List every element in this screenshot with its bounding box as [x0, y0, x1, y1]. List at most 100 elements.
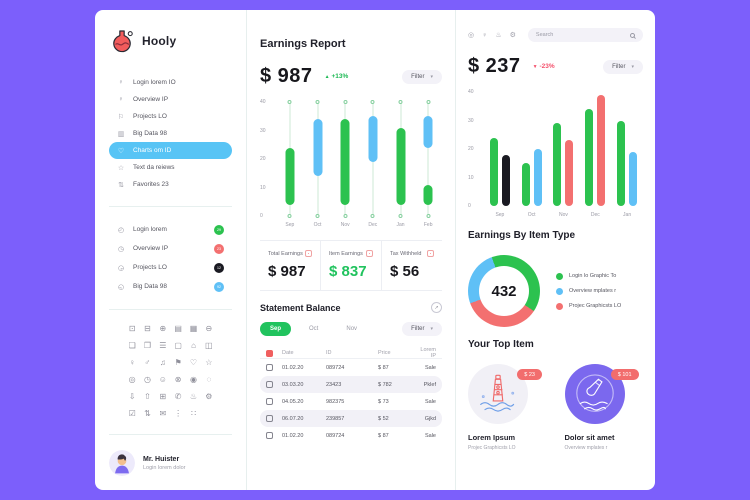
sidebar-item-big-data-98[interactable]: ▥ Big Data 98: [109, 125, 232, 142]
cancel-icon[interactable]: ⊗: [174, 375, 182, 384]
printer-icon[interactable]: ⊞: [159, 392, 167, 401]
bell-icon[interactable]: ♨: [189, 392, 198, 401]
search-icon[interactable]: [630, 32, 635, 38]
stats-item-overview-ip[interactable]: ◷ Overview IP 23: [109, 239, 232, 258]
table-row[interactable]: 04.05.20 982375 $ 73 Sale: [260, 393, 442, 410]
cell-date: 01.02.20: [282, 364, 304, 371]
sidebar-item-overview-ip[interactable]: ♀ Overview IP: [109, 91, 232, 108]
bar-group-sep: [484, 92, 516, 206]
star-icon[interactable]: ☆: [205, 358, 213, 367]
arrow-up-icon: ▲: [324, 73, 330, 80]
briefcase-icon[interactable]: ◫: [205, 341, 213, 350]
folder-icon[interactable]: ▢: [174, 341, 182, 350]
calendar-icon[interactable]: ▤: [174, 324, 182, 333]
user-profile[interactable]: Mr. Huister Login lorem dolor: [109, 450, 232, 476]
arrow-down-icon: ▼: [532, 63, 538, 70]
gear-icon[interactable]: ⚙: [509, 31, 516, 39]
chevron-down-icon: ▾: [430, 326, 433, 332]
cell-price: $ 87: [378, 364, 389, 371]
donut-legend: Login lo Graphic To Overview mplates r Pro…: [556, 265, 621, 318]
cell-status: Sale: [424, 432, 436, 439]
stats-item-big-data-98[interactable]: ◵ Big Data 98 92: [109, 277, 232, 296]
statement-filter-button[interactable]: Filter ▾: [402, 322, 442, 336]
pin-icon[interactable]: ◎: [128, 375, 136, 384]
bar: [629, 151, 638, 206]
calendar-icon[interactable]: [266, 364, 273, 371]
user-remove-icon[interactable]: ♀: [129, 358, 136, 367]
sidebar-item-text-da-reiews[interactable]: ☆ Text da reiews: [109, 159, 232, 176]
phone-icon[interactable]: ✆: [174, 392, 182, 401]
candle-bar: [313, 119, 322, 177]
lightbulb-icon[interactable]: ♀: [482, 31, 488, 39]
download-icon[interactable]: ⇩: [128, 392, 136, 401]
calendar-icon[interactable]: [266, 432, 273, 439]
legend-item: Login lo Graphic To: [556, 272, 621, 280]
sidebar-item-charts-om-id[interactable]: ♡ Charts om ID: [109, 142, 232, 159]
pin-icon[interactable]: ◎: [468, 31, 475, 39]
table-row[interactable]: 01.02.20 089724 $ 87 Sale: [260, 359, 442, 376]
sidebar-item-projects-lo[interactable]: ⚐ Projects LO: [109, 108, 232, 125]
calendar-icon[interactable]: [266, 398, 273, 405]
right-filter-button[interactable]: Filter ▾: [603, 59, 643, 74]
table-row[interactable]: 03.03.20 23423 $ 782 Pklef: [260, 376, 442, 393]
bell-icon[interactable]: ♨: [495, 31, 502, 39]
bar-group-jan: [611, 92, 643, 206]
globe-icon[interactable]: ◉: [190, 375, 197, 384]
search-input[interactable]: [535, 32, 630, 38]
heart-icon[interactable]: ♡: [189, 358, 198, 367]
more-vertical-icon[interactable]: ⋮: [174, 409, 183, 418]
smiley-icon[interactable]: ☺: [158, 375, 167, 384]
tab-oct[interactable]: Oct: [299, 322, 328, 336]
gear-icon[interactable]: ⚙: [205, 392, 213, 401]
x-tick-label: Dec: [368, 222, 378, 228]
table-row[interactable]: 06.07.20 239857 $ 52 Gjkd: [260, 410, 442, 427]
search-box[interactable]: [527, 28, 643, 42]
earnings-filter-button[interactable]: Filter ▾: [402, 69, 442, 84]
top-item-2[interactable]: $ 101 Dolor sit amet Overview mplates r: [564, 364, 644, 451]
count-badge: 92: [214, 281, 224, 292]
sidebar-item-favorites-23[interactable]: ⇅ Favorites 23: [109, 176, 232, 193]
stat-card-action-icon[interactable]: [305, 250, 312, 257]
file-icon[interactable]: ❏: [128, 341, 136, 350]
tab-sep[interactable]: Sep: [260, 322, 292, 336]
user-icon[interactable]: ♂: [144, 358, 151, 367]
top-item-1[interactable]: $ 23 Lorem Ipsum Projec Graphicsts LO: [468, 364, 547, 451]
x-tick-label: Nov: [340, 222, 350, 228]
upload-icon[interactable]: ⇧: [144, 392, 151, 401]
sliders-icon[interactable]: ⇅: [144, 409, 151, 418]
minus-circle-icon[interactable]: ⊖: [205, 324, 213, 333]
check-square-icon[interactable]: ☑: [128, 409, 136, 418]
stat-card-action-icon[interactable]: [366, 250, 373, 257]
home-icon[interactable]: ⌂: [191, 341, 196, 350]
camera-icon[interactable]: ⊡: [128, 324, 136, 333]
top-item-title: Dolor sit amet: [564, 433, 615, 442]
minus-square-icon[interactable]: ⊟: [144, 324, 151, 333]
bottle-illustration: [575, 374, 614, 412]
brand-logo[interactable]: Hooly: [109, 28, 232, 54]
stat-card-value: $ 987: [268, 263, 306, 280]
music-icon[interactable]: ♫: [159, 358, 166, 367]
statement-expand-button[interactable]: ↗: [431, 302, 442, 313]
stats-item-projects-lo[interactable]: ◶ Projects LO 12: [109, 258, 232, 277]
mail-icon[interactable]: ✉: [159, 409, 167, 418]
select-all-checkbox[interactable]: [266, 349, 273, 357]
copy-icon[interactable]: ❐: [143, 341, 152, 350]
candle-column-oct: [304, 100, 332, 218]
plus-circle-icon[interactable]: ⊕: [159, 324, 167, 333]
image-icon[interactable]: ▦: [189, 324, 198, 333]
cell-price: $ 782: [378, 381, 392, 388]
stem-dot: [315, 214, 320, 218]
calendar-icon[interactable]: [266, 381, 273, 388]
legend-label: Login lo Graphic To: [569, 273, 617, 279]
calendar-icon[interactable]: [266, 415, 273, 422]
sidebar-item-login-lorem-io[interactable]: ♀ Login lorem IO: [109, 74, 232, 91]
stats-item-login-lorem[interactable]: ◴ Login lorem 29: [109, 220, 232, 239]
list-icon[interactable]: ☰: [159, 341, 167, 350]
tab-nov[interactable]: Nov: [336, 322, 367, 336]
stat-card-action-icon[interactable]: [427, 250, 434, 257]
flag-icon[interactable]: ⚑: [174, 358, 182, 367]
search-icon[interactable]: ◌: [206, 375, 212, 384]
clock-icon[interactable]: ◷: [144, 375, 151, 384]
table-row[interactable]: 01.02.20 089724 $ 87 Sale: [260, 427, 442, 444]
grid-icon[interactable]: ∷: [190, 409, 197, 418]
